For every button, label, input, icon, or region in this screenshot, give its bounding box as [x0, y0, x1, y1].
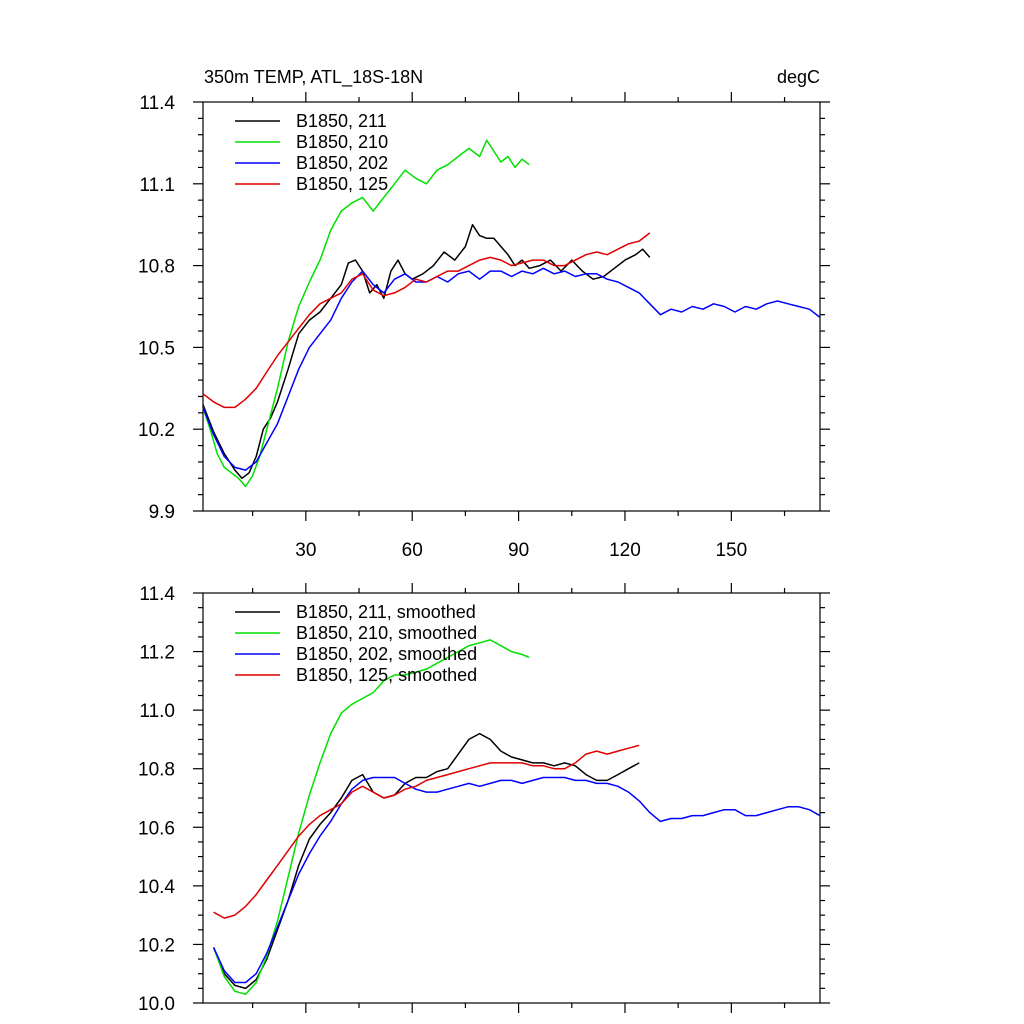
legend-label: B1850, 202, smoothed: [296, 644, 477, 664]
y-tick-label: 10.0: [138, 994, 175, 1015]
legend-label: B1850, 210: [296, 132, 388, 152]
x-tick-label: 60: [402, 540, 423, 561]
y-tick-label: 11.4: [139, 584, 175, 605]
plot-frame: [202, 101, 821, 512]
y-tick-label: 9.9: [149, 502, 175, 523]
legend-label: B1850, 211, smoothed: [296, 602, 476, 622]
y-tick-label: 10.4: [138, 877, 175, 898]
legend-label: B1850, 125: [296, 174, 388, 194]
y-tick-label: 10.8: [138, 760, 175, 781]
y-tick-label: 11.1: [139, 175, 175, 196]
series-line: [202, 267, 821, 471]
series-line: [202, 232, 651, 409]
y-tick-label: 10.5: [138, 338, 175, 359]
y-tick-label: 10.6: [138, 818, 175, 839]
chart-title: 350m TEMP, ATL_18S-18N: [204, 67, 423, 88]
series-line: [212, 732, 640, 990]
y-tick-label: 10.2: [138, 935, 175, 956]
x-tick-label: 90: [508, 540, 529, 561]
top-chart-panel: 350m TEMP, ATL_18S-18N degC 30 60 90 120 150…: [138, 67, 830, 561]
x-tick-label: 120: [609, 540, 641, 561]
x-tick-label: 30: [295, 540, 316, 561]
y-tick-label: 11.0: [139, 701, 175, 722]
series-line: [213, 744, 640, 919]
bottom-chart-panel: 10.0 10.2 10.4 10.6 10.8 11.0 11.2 11.4 B1850, 2…: [138, 583, 830, 1015]
series-line: [212, 639, 530, 995]
y-tick-label: 10.8: [138, 257, 175, 278]
legend-label: B1850, 202: [296, 153, 388, 173]
legend-label: B1850, 125, smoothed: [296, 665, 477, 685]
series-line: [202, 139, 530, 488]
y-tick-label: 11.4: [139, 93, 175, 114]
chart-units: degC: [777, 67, 820, 87]
legend-label: B1850, 211: [296, 111, 387, 131]
series-line: [202, 223, 651, 480]
y-tick-label: 10.2: [138, 420, 175, 441]
series-line: [212, 776, 821, 984]
x-tick-label: 150: [715, 540, 747, 561]
legend-label: B1850, 210, smoothed: [296, 623, 477, 643]
y-tick-label: 11.2: [139, 643, 175, 664]
